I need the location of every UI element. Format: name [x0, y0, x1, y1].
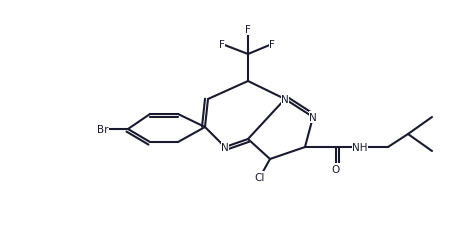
Text: F: F [219, 40, 225, 50]
Text: Br: Br [97, 124, 109, 134]
Text: N: N [281, 95, 289, 105]
Text: F: F [245, 25, 251, 35]
Text: O: O [332, 164, 340, 174]
Text: N: N [309, 112, 317, 123]
Text: F: F [269, 40, 275, 50]
Text: Cl: Cl [255, 172, 265, 182]
Text: NH: NH [352, 142, 368, 152]
Text: N: N [221, 142, 229, 152]
